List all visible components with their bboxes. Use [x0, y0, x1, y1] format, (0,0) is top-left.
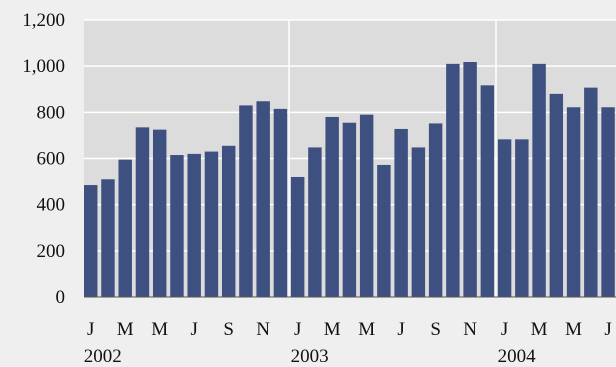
y-tick-label: 200 — [37, 241, 66, 262]
x-tick-label: J — [190, 319, 197, 340]
bar — [342, 122, 357, 298]
bar — [118, 159, 132, 297]
bar — [566, 107, 581, 297]
bar — [273, 108, 288, 297]
year-label: 2002 — [84, 346, 122, 367]
bar — [497, 139, 512, 297]
x-tick-label: M — [358, 319, 375, 340]
x-tick-label: M — [151, 319, 168, 340]
bar — [532, 63, 546, 297]
bar — [601, 107, 615, 297]
bar — [204, 151, 219, 297]
bar — [187, 153, 201, 297]
year-label: 2003 — [291, 346, 329, 367]
bar — [428, 123, 443, 297]
x-tick-label: J — [294, 319, 301, 340]
x-tick-label: M — [531, 319, 548, 340]
y-tick-label: 1,000 — [22, 56, 65, 77]
x-tick-label: N — [463, 319, 477, 340]
bar — [463, 62, 477, 298]
bar — [256, 101, 270, 298]
x-tick-label: M — [117, 319, 134, 340]
bar — [446, 63, 460, 297]
y-tick-label: 0 — [56, 287, 66, 308]
bar — [101, 179, 115, 297]
bar — [170, 155, 184, 297]
bar — [359, 114, 374, 298]
bar — [290, 176, 305, 297]
bar — [325, 116, 339, 297]
x-tick-label: J — [397, 319, 404, 340]
x-tick-label: J — [604, 319, 611, 340]
bar — [411, 147, 426, 297]
x-tick-label: S — [430, 319, 441, 340]
y-axis-tick-labels: 0 200 400 600 800 1,000 1,200 — [22, 10, 65, 308]
x-tick-label: M — [565, 319, 582, 340]
bar — [377, 164, 391, 297]
bar — [239, 105, 253, 298]
x-tick-label: M — [324, 319, 341, 340]
y-tick-label: 400 — [37, 195, 66, 216]
y-tick-label: 600 — [37, 149, 66, 170]
bar — [394, 128, 408, 297]
bars — [84, 62, 616, 298]
y-tick-label: 800 — [37, 102, 66, 123]
bar — [515, 139, 529, 297]
x-tick-label: N — [256, 319, 270, 340]
bar — [84, 185, 98, 297]
year-labels: 2002 2003 2004 — [84, 346, 536, 367]
x-tick-label: J — [87, 319, 94, 340]
bar — [308, 147, 322, 297]
x-tick-label: J — [501, 319, 508, 340]
y-tick-label: 1,200 — [22, 10, 65, 31]
bar — [480, 85, 495, 297]
bar — [152, 129, 167, 297]
year-label: 2004 — [498, 346, 537, 367]
bar — [135, 127, 150, 298]
bar — [221, 145, 236, 297]
x-tick-label: S — [223, 319, 234, 340]
bar — [584, 87, 598, 298]
bar — [549, 93, 564, 297]
